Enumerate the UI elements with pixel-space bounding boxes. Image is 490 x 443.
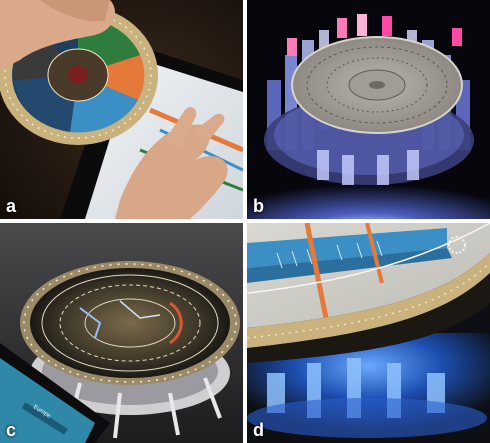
panel-d-scene	[247, 223, 490, 443]
panel-d-photo: d	[247, 223, 490, 443]
panel-d-label: d	[253, 420, 264, 440]
panel-c-photo: Europe c	[0, 223, 243, 443]
panel-b-scene	[247, 0, 490, 219]
panel-a-label: a	[6, 196, 17, 216]
panel-b-photo: b	[247, 0, 490, 219]
panel-a-photo: a	[0, 0, 243, 219]
panel-a-scene	[0, 0, 243, 219]
panel-c-label: c	[6, 420, 17, 440]
panel-b-label: b	[253, 196, 264, 216]
panel-c-scene	[0, 223, 243, 443]
